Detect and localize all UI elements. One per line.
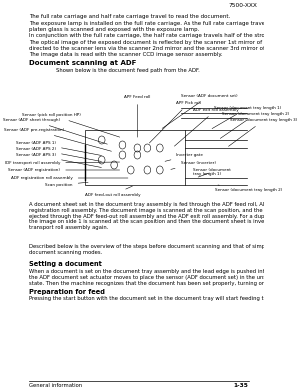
- Text: Sensor (document tray length 2): Sensor (document tray length 2): [220, 112, 290, 139]
- Text: Shown below is the document feed path from the ADF.: Shown below is the document feed path fr…: [56, 68, 200, 73]
- Text: Inverter gate: Inverter gate: [165, 153, 203, 161]
- Text: Setting a document: Setting a document: [29, 261, 102, 267]
- Text: Sensor (ADF sheet through): Sensor (ADF sheet through): [3, 118, 107, 144]
- Text: Sensor (ADF pre-registration): Sensor (ADF pre-registration): [4, 128, 112, 151]
- Text: In conjunction with the full rate carriage, the half rate carriage travels half : In conjunction with the full rate carria…: [29, 33, 300, 38]
- Text: Sensor (ADF document set): Sensor (ADF document set): [162, 94, 237, 128]
- Text: APF Pick roll: APF Pick roll: [149, 101, 201, 143]
- Text: Sensor (pick roll position HP): Sensor (pick roll position HP): [22, 113, 120, 137]
- Text: Scan position: Scan position: [45, 182, 88, 187]
- Text: Sensor (document tray length 1): Sensor (document tray length 1): [212, 106, 281, 128]
- Text: A document sheet set in the document tray assembly is fed through the ADF feed r: A document sheet set in the document tra…: [29, 202, 300, 230]
- Text: Sensor (inverter): Sensor (inverter): [171, 161, 216, 170]
- Text: Described below is the overview of the steps before document scanning and that o: Described below is the overview of the s…: [29, 244, 300, 255]
- Text: Sensor (ADF APS 2): Sensor (ADF APS 2): [16, 147, 101, 161]
- Text: Sensor (document tray length 2): Sensor (document tray length 2): [215, 185, 283, 192]
- Text: The full rate carriage and half rate carriage travel to read the document.: The full rate carriage and half rate car…: [29, 14, 231, 19]
- Text: Sensor (document tray length 3): Sensor (document tray length 3): [229, 118, 298, 146]
- Text: Sensor (ADF APS 1): Sensor (ADF APS 1): [16, 141, 101, 156]
- Text: General information: General information: [29, 383, 83, 388]
- Text: The optical image of the exposed document is reflected by the scanner 1st mirror: The optical image of the exposed documen…: [29, 40, 300, 51]
- Text: ADF feed-out roll assembly: ADF feed-out roll assembly: [85, 186, 140, 197]
- Text: ADF exit roll assembly: ADF exit roll assembly: [174, 108, 239, 146]
- Text: 1-35: 1-35: [234, 383, 249, 388]
- Text: When a document is set on the document tray assembly and the lead edge is pushed: When a document is set on the document t…: [29, 269, 300, 286]
- Text: IDF transport roll assembly: IDF transport roll assembly: [5, 161, 120, 165]
- Text: APF Feed roll: APF Feed roll: [124, 95, 151, 137]
- Text: Sensor (document
tray length 1): Sensor (document tray length 1): [193, 168, 231, 177]
- Text: 7500-XXX: 7500-XXX: [228, 3, 257, 8]
- Text: Document scanning at ADF: Document scanning at ADF: [29, 60, 137, 66]
- Text: Pressing the start button with the document set in the document tray will start : Pressing the start button with the docum…: [29, 296, 300, 301]
- Text: The image data is read with the scanner CCD image sensor assembly.: The image data is read with the scanner …: [29, 52, 223, 57]
- Text: Preparation for feed: Preparation for feed: [29, 289, 105, 295]
- Text: The exposure lamp is installed on the full rate carriage. As the full rate carri: The exposure lamp is installed on the fu…: [29, 21, 300, 32]
- Text: ADF registration roll assembly: ADF registration roll assembly: [11, 176, 128, 180]
- Text: Sensor (ADF APS 3): Sensor (ADF APS 3): [16, 153, 101, 168]
- Text: Sensor (ADF registration): Sensor (ADF registration): [8, 168, 120, 172]
